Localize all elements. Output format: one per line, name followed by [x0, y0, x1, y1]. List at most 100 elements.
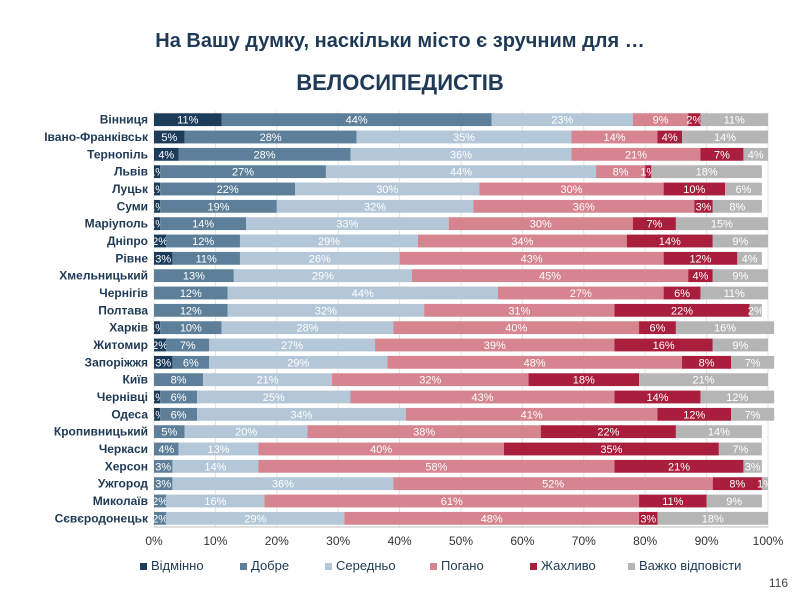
bar-segment — [387, 355, 683, 369]
bar-segment — [246, 217, 449, 231]
data-label: 22% — [217, 184, 239, 196]
data-label: 21% — [257, 375, 279, 387]
data-label: 8% — [699, 357, 715, 369]
data-label: 38% — [413, 427, 435, 439]
data-label: 3% — [155, 461, 171, 473]
category-label: Луцьк — [112, 182, 149, 196]
data-label: 6% — [735, 184, 751, 196]
page-number: 116 — [768, 576, 788, 590]
bar-segment — [700, 113, 768, 127]
bar-segment — [731, 355, 775, 369]
x-tick-label: 30% — [326, 534, 350, 548]
data-label: 14% — [646, 392, 668, 404]
bar-segment — [639, 373, 768, 387]
data-label: 14% — [204, 461, 226, 473]
legend-label: Середньо — [336, 558, 396, 573]
bar-segment — [712, 477, 762, 491]
bar-segment — [154, 442, 179, 456]
bar-segment — [166, 511, 345, 525]
bar-segment — [657, 407, 732, 421]
data-label: 10% — [180, 323, 202, 335]
data-label: 1% — [757, 479, 773, 491]
bar-segment — [749, 303, 762, 317]
data-label: 44% — [352, 288, 374, 300]
bar-segment — [571, 147, 701, 161]
x-tick-label: 100% — [753, 534, 784, 548]
data-label: 2% — [152, 496, 168, 508]
bar-segment — [473, 199, 695, 213]
bar-segment — [675, 217, 768, 231]
category-label: Івано-Франківськ — [44, 130, 149, 144]
bar-segment — [154, 269, 234, 283]
data-label: 13% — [207, 444, 229, 456]
category-label: Черкаси — [99, 442, 148, 456]
data-label: 9% — [732, 236, 748, 248]
bar-segment — [688, 113, 701, 127]
data-label: 6% — [183, 357, 199, 369]
data-label: 20% — [235, 427, 257, 439]
bar-segment — [154, 286, 228, 300]
bar-segment — [700, 286, 768, 300]
data-label: 7% — [646, 219, 662, 231]
data-label: 32% — [419, 375, 441, 387]
data-label: 41% — [521, 409, 543, 421]
bar-segment — [154, 355, 173, 369]
data-label: 6% — [171, 409, 187, 421]
bar-segment — [227, 286, 498, 300]
data-label: 21% — [625, 149, 647, 161]
bar-segment — [258, 459, 615, 473]
bar-segment — [639, 321, 676, 335]
bar-segment — [209, 338, 376, 352]
bar-segment — [154, 494, 167, 508]
data-label: 33% — [336, 219, 358, 231]
bar-segment — [172, 477, 394, 491]
bar-segment — [675, 321, 775, 335]
data-label: 43% — [471, 392, 493, 404]
bar-segment — [651, 165, 762, 179]
data-label: 27% — [281, 340, 303, 352]
bar-segment — [160, 321, 222, 335]
data-label: 5% — [161, 132, 177, 144]
data-label: 14% — [714, 132, 736, 144]
data-label: 39% — [484, 340, 506, 352]
bar-segment — [688, 269, 713, 283]
bar-segment — [528, 373, 640, 387]
data-label: 30% — [530, 219, 552, 231]
bar-segment — [393, 477, 713, 491]
bar-segment — [712, 234, 768, 248]
bar-segment — [233, 269, 412, 283]
bar-segment — [614, 459, 744, 473]
bar-segment — [172, 459, 259, 473]
bar-segment — [160, 407, 197, 421]
data-label: 9% — [732, 340, 748, 352]
data-label: 48% — [481, 513, 503, 525]
data-label: 7% — [732, 444, 748, 456]
bar-segment — [399, 251, 664, 265]
data-label: 3% — [155, 479, 171, 491]
data-label: 8% — [613, 167, 629, 179]
data-label: 35% — [600, 444, 622, 456]
bar-segment — [632, 113, 689, 127]
category-label: Рівне — [115, 251, 148, 265]
data-label: 27% — [232, 167, 254, 179]
bar-segment — [166, 494, 265, 508]
bar-segment — [209, 355, 388, 369]
bar-segment — [706, 494, 762, 508]
data-label: 43% — [521, 253, 543, 265]
data-label: 2% — [152, 513, 168, 525]
data-label: 45% — [539, 271, 561, 283]
data-label: 16% — [204, 496, 226, 508]
data-label: 4% — [158, 149, 174, 161]
category-label: Чернігів — [99, 286, 148, 300]
bar-segment — [154, 113, 222, 127]
category-label: Вінниця — [100, 113, 148, 127]
x-tick-label: 0% — [145, 534, 163, 548]
data-label: 11% — [196, 253, 217, 265]
data-label: 58% — [425, 461, 447, 473]
bar-segment — [154, 373, 204, 387]
bar-segment — [166, 338, 210, 352]
data-label: 14% — [603, 132, 625, 144]
data-label: 12% — [683, 409, 705, 421]
bar-segment — [639, 494, 707, 508]
bar-segment — [221, 321, 394, 335]
